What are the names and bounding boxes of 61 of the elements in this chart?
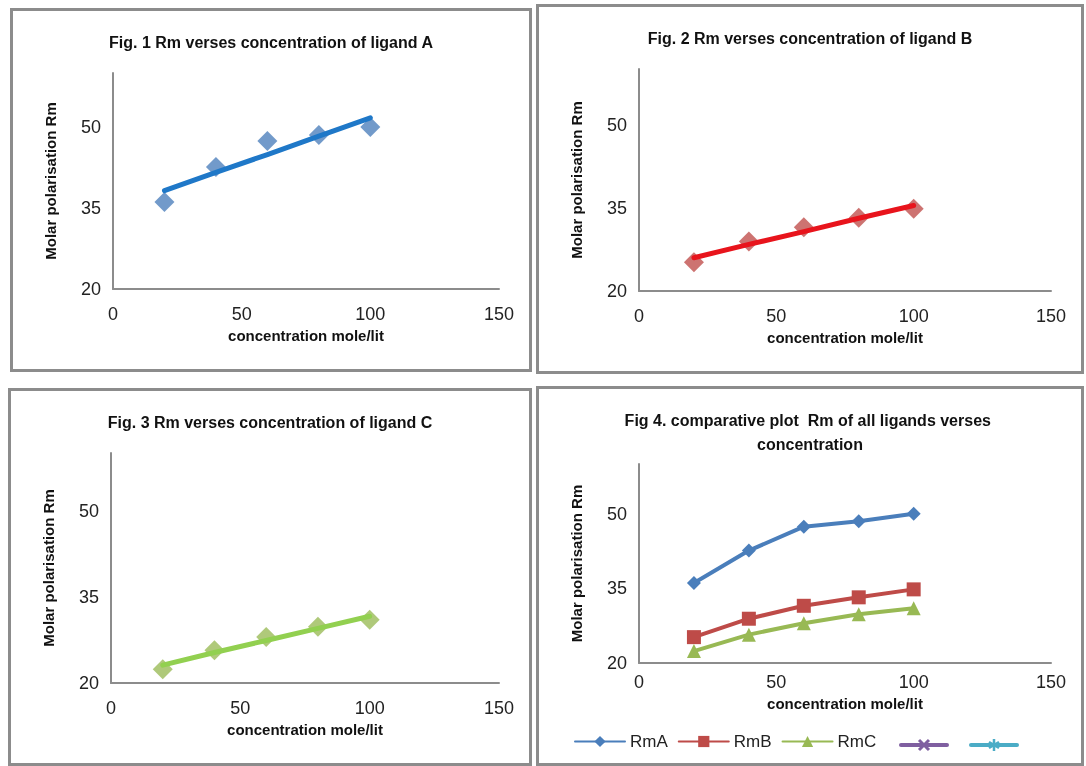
point bbox=[906, 506, 921, 521]
point bbox=[741, 611, 756, 626]
y-tick-label: 20 bbox=[606, 653, 627, 673]
x-tick-label: 0 bbox=[107, 304, 119, 324]
y-tick-label: 50 bbox=[80, 117, 101, 137]
x-tick-label: 50 bbox=[231, 304, 252, 324]
x-tick-label: 150 bbox=[483, 698, 515, 718]
point bbox=[851, 590, 866, 605]
legend-label: RmA bbox=[630, 732, 669, 751]
y-tick-label: 20 bbox=[78, 673, 99, 693]
x-axis-title: concentration mole/lit bbox=[228, 326, 384, 344]
x-tick-label: 0 bbox=[633, 306, 645, 326]
chart-title: Fig. 3 Rm verses concentration of ligand C bbox=[107, 413, 433, 431]
point bbox=[686, 630, 701, 645]
y-tick-label: 50 bbox=[606, 114, 627, 135]
x-tick-label: 0 bbox=[633, 672, 645, 692]
point bbox=[796, 598, 811, 613]
x-tick-label: 100 bbox=[354, 698, 385, 718]
y-axis-title: Molar polarisation Rm bbox=[42, 102, 59, 260]
x-tick-label: 100 bbox=[898, 672, 929, 692]
point bbox=[796, 519, 811, 534]
point bbox=[741, 543, 756, 558]
y-tick-label: 20 bbox=[80, 279, 101, 299]
x-tick-label: 100 bbox=[355, 304, 386, 324]
x-tick-label: 100 bbox=[898, 306, 929, 326]
y-axis-title: Molar polarisation Rm bbox=[568, 484, 585, 643]
x-tick-label: 50 bbox=[766, 306, 787, 326]
chart-title: Fig 4. comparative plot Rm of all ligands verses concentration bbox=[624, 411, 996, 453]
point bbox=[851, 607, 866, 622]
point bbox=[686, 575, 701, 590]
point bbox=[257, 131, 278, 152]
x-tick-label: 50 bbox=[230, 698, 251, 718]
point bbox=[360, 117, 381, 137]
x-axis-title: concentration mole/lit bbox=[227, 720, 383, 738]
point bbox=[906, 601, 921, 616]
x-tick-label: 50 bbox=[766, 672, 787, 692]
chart-title: Fig. 2 Rm verses concentration of ligand B bbox=[647, 29, 973, 47]
point bbox=[796, 616, 811, 631]
y-axis-title: Molar polarisation Rm bbox=[568, 101, 585, 259]
y-tick-label: 35 bbox=[606, 578, 627, 599]
x-tick-label: 150 bbox=[1035, 672, 1067, 692]
y-tick-label: 35 bbox=[78, 586, 99, 607]
legend-label: RmB bbox=[733, 732, 772, 751]
x-axis-title: concentration mole/lit bbox=[767, 328, 923, 346]
legend-label: RmC bbox=[837, 732, 877, 751]
x-tick-label: 150 bbox=[1035, 306, 1067, 326]
y-tick-label: 35 bbox=[80, 198, 101, 218]
point bbox=[906, 582, 921, 597]
point bbox=[741, 627, 756, 642]
point bbox=[686, 644, 701, 659]
x-tick-label: 0 bbox=[105, 698, 117, 718]
y-tick-label: 20 bbox=[606, 281, 627, 301]
x-tick-label: 150 bbox=[483, 304, 515, 324]
point bbox=[154, 192, 175, 213]
y-tick-label: 35 bbox=[606, 197, 627, 218]
y-axis-title: Molar polarisation Rm bbox=[40, 489, 57, 647]
point bbox=[851, 514, 866, 529]
chart-title: Fig. 1 Rm verses concentration of ligand A bbox=[109, 33, 434, 51]
x-axis-title: concentration mole/lit bbox=[767, 694, 923, 712]
y-tick-label: 50 bbox=[78, 500, 99, 521]
y-tick-label: 50 bbox=[606, 503, 627, 524]
